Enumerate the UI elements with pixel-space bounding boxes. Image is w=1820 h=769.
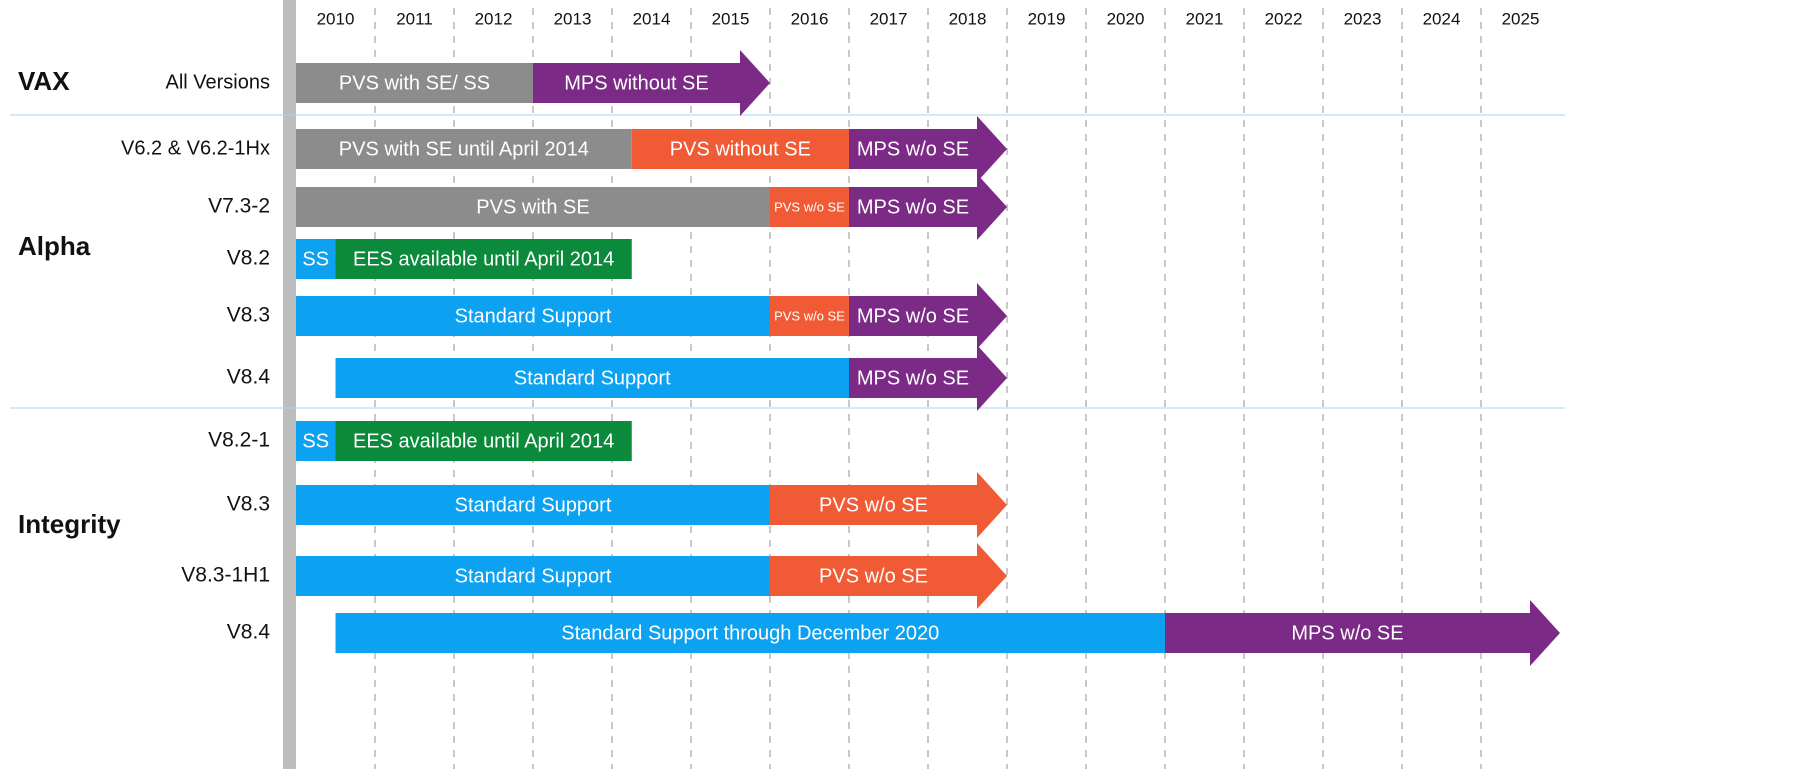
segment-arrow	[770, 543, 1007, 609]
segment-arrow	[1165, 600, 1560, 666]
segment-label: Standard Support through December 2020	[561, 622, 939, 644]
segment-arrow	[849, 116, 1007, 182]
segment-label: MPS w/o SE	[857, 138, 969, 160]
segment-arrow	[849, 345, 1007, 411]
segment-label: PVS w/o SE	[819, 494, 928, 516]
segment-label: SS	[302, 248, 329, 270]
row-label: V8.3	[227, 493, 270, 516]
row-label: All Versions	[166, 71, 271, 93]
row-label: V8.3	[227, 304, 270, 327]
segment	[335, 358, 849, 398]
segment-label: PVS with SE/ SS	[339, 72, 490, 94]
row-label: V6.2 & V6.2-1Hx	[121, 137, 270, 159]
segment	[296, 187, 770, 227]
segment-arrow	[533, 50, 770, 116]
year-label: 2017	[870, 9, 908, 28]
segment-label: Standard Support	[455, 305, 612, 327]
segment	[335, 613, 1165, 653]
year-label: 2014	[633, 9, 671, 28]
segment	[296, 421, 336, 461]
axis-bar	[283, 0, 296, 769]
segment	[296, 485, 770, 525]
year-label: 2020	[1107, 9, 1145, 28]
segment-label: MPS w/o SE	[1291, 622, 1403, 644]
segment	[296, 129, 632, 169]
year-label: 2011	[396, 9, 433, 28]
segment-label: PVS without SE	[670, 138, 811, 160]
segment	[335, 239, 632, 279]
segment-arrow	[770, 472, 1007, 538]
group-label: Integrity	[18, 509, 121, 539]
year-label: 2023	[1344, 9, 1382, 28]
year-label: 2021	[1186, 9, 1224, 28]
segment	[296, 239, 336, 279]
year-label: 2015	[712, 9, 750, 28]
segment	[296, 556, 770, 596]
year-label: 2010	[317, 9, 355, 28]
row-label: V7.3-2	[208, 195, 270, 218]
row-label: V8.3-1H1	[181, 564, 270, 587]
year-label: 2016	[791, 9, 829, 28]
year-label: 2024	[1423, 9, 1461, 28]
year-label: 2012	[475, 9, 513, 28]
row-label: V8.4	[227, 366, 271, 389]
segment-label: MPS w/o SE	[857, 196, 969, 218]
group-label: VAX	[18, 66, 70, 96]
segment-label: PVS w/o SE	[819, 565, 928, 587]
year-label: 2022	[1265, 9, 1303, 28]
segment-arrow	[849, 283, 1007, 349]
segment-arrow	[849, 174, 1007, 240]
segment-label: EES available until April 2014	[353, 430, 614, 452]
segment-label: PVS w/o SE	[774, 308, 845, 323]
segment	[296, 296, 770, 336]
segment	[631, 129, 849, 169]
segment	[770, 187, 849, 227]
row-label: V8.4	[227, 621, 271, 644]
segment-label: PVS with SE until April 2014	[339, 138, 589, 160]
segment-label: MPS without SE	[564, 72, 709, 94]
row-label: V8.2	[227, 247, 270, 270]
segment-label: MPS w/o SE	[857, 367, 969, 389]
year-label: 2013	[554, 9, 592, 28]
year-label: 2018	[949, 9, 987, 28]
segment-label: EES available until April 2014	[353, 248, 614, 270]
year-label: 2025	[1502, 9, 1540, 28]
segment-label: MPS w/o SE	[857, 305, 969, 327]
segment-label: Standard Support	[455, 494, 612, 516]
segment	[296, 63, 533, 103]
segment	[770, 296, 849, 336]
segment-label: PVS w/o SE	[774, 199, 845, 214]
segment-label: Standard Support	[455, 565, 612, 587]
year-label: 2019	[1028, 9, 1066, 28]
segment-label: PVS with SE	[476, 196, 589, 218]
segment	[335, 421, 632, 461]
segment-label: Standard Support	[514, 367, 671, 389]
row-label: V8.2-1	[208, 429, 270, 452]
group-label: Alpha	[18, 231, 91, 261]
segment-label: SS	[302, 430, 329, 452]
